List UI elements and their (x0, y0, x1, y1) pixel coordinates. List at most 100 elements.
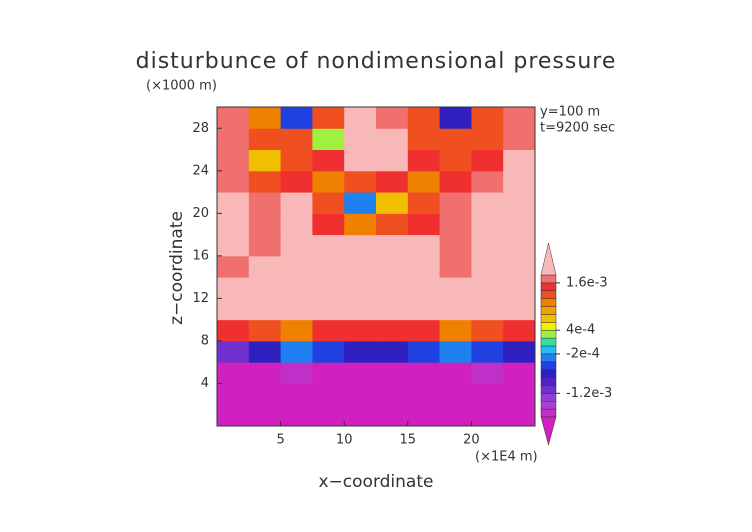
contour-cell (280, 234, 313, 257)
contour-cell (280, 128, 313, 151)
contour-cell (312, 213, 345, 236)
colorbar-bin (540, 290, 557, 299)
contour-cell (280, 192, 313, 214)
colorbar-top (540, 242, 557, 276)
x-axis-label: x−coordinate (319, 472, 434, 492)
contour-cell (503, 255, 536, 278)
contour-cell (439, 170, 472, 193)
contour-cell (376, 362, 409, 384)
contour-cell (439, 107, 472, 129)
colorbar-bin (540, 322, 557, 331)
contour-cell (439, 319, 472, 342)
contour-cell (407, 149, 441, 172)
contour-cell (407, 298, 441, 321)
contour-cell (248, 383, 282, 406)
chart-title: disturbunce of nondimensional pressure (136, 49, 617, 74)
contour-cell (471, 128, 504, 151)
contour-cell (217, 149, 250, 172)
colorbar-tick-label: 4e-4 (566, 323, 595, 338)
contour-cell (344, 192, 377, 214)
contour-cell (217, 319, 250, 342)
contour-cell (312, 362, 345, 384)
contour-cell (471, 404, 504, 427)
contour-cell (280, 170, 313, 193)
contour-cell (503, 234, 536, 257)
contour-cell (312, 149, 345, 172)
contour-cell (471, 170, 504, 193)
contour-cell (503, 213, 536, 236)
contour-cell (248, 192, 282, 214)
contour-cell (439, 192, 472, 214)
contour-cell (312, 234, 345, 257)
contour-cell (407, 255, 441, 278)
y-tick-label: 20 (192, 206, 209, 221)
colorbar-bin (540, 369, 557, 378)
contour-cell (439, 149, 472, 172)
contour-cell (217, 404, 250, 427)
contour-cell (217, 107, 250, 129)
contour-cell (217, 383, 250, 406)
colorbar-bin (540, 298, 557, 307)
contour-cell (248, 277, 282, 299)
contour-cell (376, 404, 409, 427)
contour-cell (471, 298, 504, 321)
contour-cell (376, 319, 409, 342)
contour-cell (248, 404, 282, 427)
contour-cell (312, 107, 345, 129)
contour-cell (503, 149, 536, 172)
contour-cell (407, 234, 441, 257)
y-tick-label: 28 (192, 121, 209, 136)
contour-cell (407, 383, 441, 406)
contour-cell (376, 383, 409, 406)
contour-cell (344, 107, 377, 129)
y-tick-label: 12 (192, 291, 209, 306)
contour-cell (471, 107, 504, 129)
contour-cell (280, 277, 313, 299)
contour-cell (471, 277, 504, 299)
contour-cell (248, 362, 282, 384)
contour-cell (376, 107, 409, 129)
contour-cell (280, 319, 313, 342)
contour-cell (280, 107, 313, 129)
colorbar-bin (540, 377, 557, 386)
contour-cell (248, 255, 282, 278)
contour-cell (407, 340, 441, 363)
colorbar-tick-label: 1.6e-3 (566, 275, 608, 290)
contour-cell (344, 298, 377, 321)
contour-cell (312, 170, 345, 193)
colorbar-bin (540, 353, 557, 363)
y-tick-label: 8 (201, 333, 209, 348)
contour-cell (312, 277, 345, 299)
contour-cell (376, 149, 409, 172)
contour-cell (217, 298, 250, 321)
colorbar-bin (540, 361, 557, 370)
contour-cell (217, 277, 250, 299)
contour-cell (280, 255, 313, 278)
contour-cell (248, 340, 282, 363)
contour-cell (439, 404, 472, 427)
contour-cell (503, 383, 536, 406)
colorbar-bottom (540, 416, 557, 446)
contour-cell (344, 277, 377, 299)
contour-cell (280, 362, 313, 384)
contour-cell (344, 404, 377, 427)
contour-cell (376, 170, 409, 193)
contour-cell (280, 383, 313, 406)
colorbar-tick-label: -2e-4 (566, 346, 600, 361)
contour-cell (376, 213, 409, 236)
contour-cell (439, 340, 472, 363)
colorbar-bin (540, 393, 557, 402)
contour-cell (503, 107, 536, 129)
contour-cell (217, 234, 250, 257)
x-tick-label: 5 (276, 433, 284, 448)
contour-cell (217, 255, 250, 278)
contour-cell (248, 149, 282, 172)
contour-cell (312, 255, 345, 278)
contour-cell (439, 255, 472, 278)
contour-cell (248, 107, 282, 129)
contour-cell (280, 298, 313, 321)
colorbar-bin (540, 400, 557, 410)
contour-cell (407, 277, 441, 299)
contour-cell (217, 213, 250, 236)
